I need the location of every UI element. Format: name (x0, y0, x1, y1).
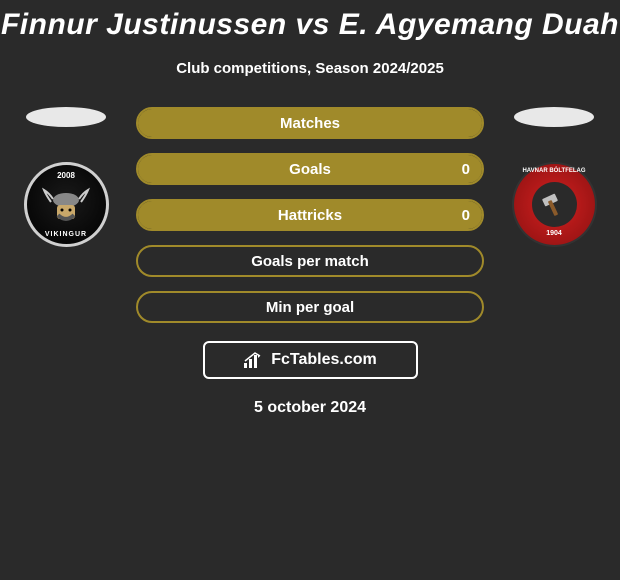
page-title: Finnur Justinussen vs E. Agyemang Duah (0, 8, 620, 42)
crest-left-name: VIKINGUR (45, 231, 87, 238)
bar-label: Matches (280, 115, 340, 132)
player-left-col: 2008 VIKINGUR (16, 107, 116, 247)
bar-min-per-goal: Min per goal (136, 291, 484, 323)
club-crest-right: HAVNAR BÓLTFELAG 1904 (512, 162, 597, 247)
podium-right (514, 107, 594, 127)
crest-right-year: 1904 (546, 230, 562, 237)
watermark-text: FcTables.com (271, 351, 377, 369)
main-row: 2008 VIKINGUR Matches Goals (0, 107, 620, 323)
bar-matches: Matches (136, 107, 484, 139)
club-crest-left: 2008 VIKINGUR (24, 162, 109, 247)
bar-hattricks: Hattricks 0 (136, 199, 484, 231)
comparison-card: Finnur Justinussen vs E. Agyemang Duah C… (0, 0, 620, 417)
bar-label: Min per goal (266, 299, 354, 316)
bar-value-right: 0 (462, 207, 470, 224)
hammer-icon (539, 190, 569, 220)
crest-right-arc: HAVNAR BÓLTFELAG (522, 168, 585, 174)
bar-label: Hattricks (278, 207, 342, 224)
bar-label: Goals (289, 161, 331, 178)
watermark-box: FcTables.com (203, 341, 418, 379)
subtitle: Club competitions, Season 2024/2025 (0, 60, 620, 77)
date-line: 5 october 2024 (0, 399, 620, 417)
bar-goals: Goals 0 (136, 153, 484, 185)
viking-icon (41, 187, 91, 227)
chart-icon (243, 351, 265, 369)
bar-label: Goals per match (251, 253, 369, 270)
crest-left-year: 2008 (57, 171, 75, 180)
hammer-circle (532, 182, 577, 227)
stat-bars: Matches Goals 0 Hattricks 0 Goals per ma… (136, 107, 484, 323)
bar-goals-per-match: Goals per match (136, 245, 484, 277)
bar-value-right: 0 (462, 161, 470, 178)
player-right-col: HAVNAR BÓLTFELAG 1904 (504, 107, 604, 247)
podium-left (26, 107, 106, 127)
